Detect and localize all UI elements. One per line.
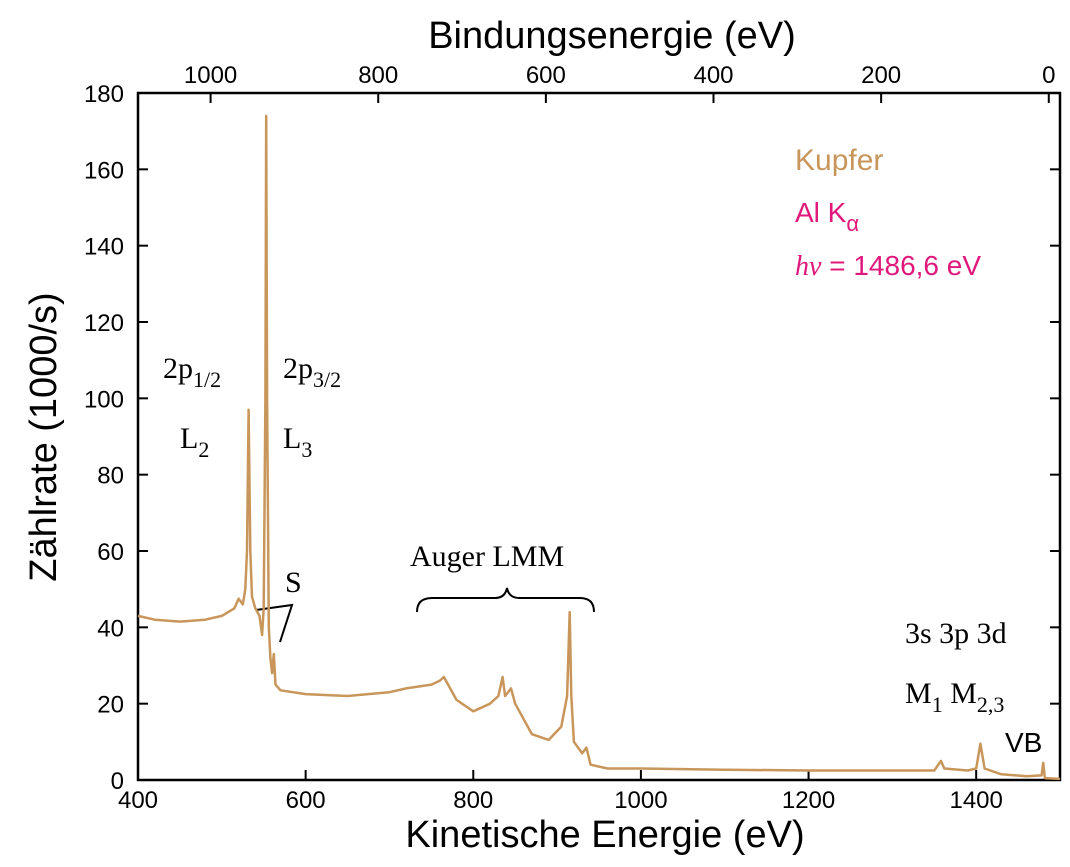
annotation-part: 2p	[283, 352, 313, 385]
x-tick-label: 1200	[782, 787, 835, 814]
annotation: L3	[283, 422, 312, 462]
annotation-part: 2p	[163, 352, 193, 385]
annotation-part: L	[283, 422, 301, 455]
x2-tick-label: 400	[693, 62, 733, 89]
annotation-part: 3	[301, 437, 312, 462]
annotation-part: 1/2	[193, 367, 221, 392]
x-tick-label: 800	[453, 787, 493, 814]
plot-frame	[136, 91, 1062, 782]
annotation-part: M	[943, 677, 977, 710]
y-tick-label: 140	[84, 234, 124, 261]
annotation: 2p1/2	[163, 352, 221, 392]
y-tick-label: 100	[84, 386, 124, 413]
y-tick-label: 120	[84, 310, 124, 337]
annotation-part: VB	[1005, 727, 1042, 758]
annotation-part: Al K	[795, 197, 847, 228]
x2-tick-label: 200	[861, 62, 901, 89]
y-tick-label: 20	[97, 692, 124, 719]
annotation: 3s 3p 3d	[905, 617, 1007, 650]
x-axis-label: Kinetische Energie (eV)	[405, 814, 804, 856]
legend-label: Kupfer	[795, 144, 883, 177]
y-tick-label: 60	[97, 539, 124, 566]
annotation: 2p3/2	[283, 352, 341, 392]
annotation: M1 M2,3	[905, 677, 1004, 717]
annotation: S	[285, 566, 302, 599]
annotation-part: S	[285, 566, 302, 599]
x-tick-label: 400	[118, 787, 158, 814]
spectrum-line	[137, 114, 1061, 781]
annotation-part: L	[180, 422, 198, 455]
x2-tick-label: 600	[526, 62, 566, 89]
x-tick-label: 1400	[949, 787, 1002, 814]
annotation-part: 3s 3p 3d	[905, 617, 1007, 650]
x-tick-label: 1000	[614, 787, 667, 814]
y-tick-label: 40	[97, 615, 124, 642]
annotation-part: M	[905, 677, 932, 710]
annotation: Al Kα	[795, 197, 859, 236]
annotation-part: Auger LMM	[410, 540, 564, 573]
y-axis-label: Zählrate (1000/s)	[23, 292, 65, 581]
x2-tick-label: 1000	[184, 62, 237, 89]
annotation: Auger LMM	[410, 540, 564, 573]
annotation: VB	[1005, 727, 1042, 758]
y-tick-label: 180	[84, 81, 124, 108]
x2-tick-label: 800	[358, 62, 398, 89]
annotation: L2	[180, 422, 209, 462]
x2-axis-label: Bindungsenergie (eV)	[428, 15, 796, 57]
annotation-part: α	[846, 211, 859, 236]
annotation-part: 2,3	[977, 692, 1005, 717]
y-tick-label: 0	[111, 768, 124, 795]
x-tick-label: 600	[286, 787, 326, 814]
annotation-part: 1	[932, 692, 943, 717]
x2-tick-label: 0	[1042, 62, 1055, 89]
y-tick-label: 160	[84, 157, 124, 184]
annotation-part: hν	[795, 251, 822, 282]
auger-brace	[416, 587, 595, 613]
annotation-part: 2	[198, 437, 209, 462]
annotation-part: 3/2	[313, 367, 341, 392]
annotation-part: = 1486,6 eV	[821, 250, 981, 281]
y-tick-label: 80	[97, 463, 124, 490]
annotation: hν = 1486,6 eV	[795, 250, 981, 282]
